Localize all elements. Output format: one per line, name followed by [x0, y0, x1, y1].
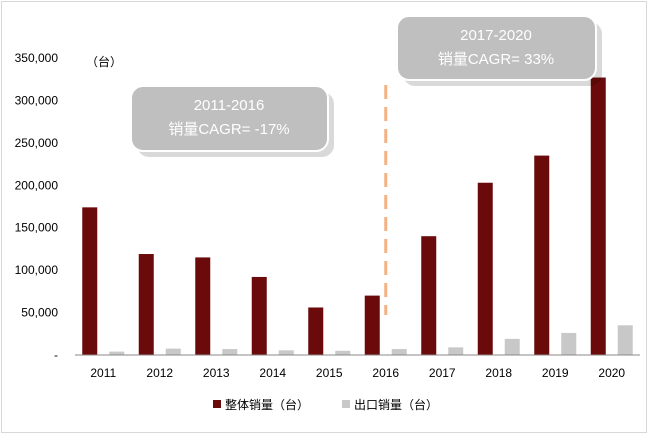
annotation-cagr: 销量CAGR= 33% [438, 51, 554, 68]
bar-total-2014 [251, 276, 267, 355]
legend: 整体销量（台） 出口销量（台） [213, 397, 438, 412]
annotation-box [396, 15, 597, 81]
annotation-2011-2016: 2011-2016 销量CAGR= -17% [130, 85, 334, 157]
y-tick-label: 350,000 [15, 51, 59, 65]
bar-export-2014 [278, 350, 294, 355]
legend-label-total: 整体销量（台） [225, 397, 309, 412]
x-tick-label: 2014 [259, 366, 286, 380]
bar-export-2016 [391, 349, 407, 355]
legend-swatch-export [342, 400, 350, 408]
legend-swatch-total [213, 400, 221, 408]
y-tick-label: 150,000 [15, 221, 59, 235]
x-tick-label: 2020 [598, 366, 625, 380]
annotation-period: 2011-2016 [194, 97, 265, 114]
bar-total-2018 [477, 182, 493, 355]
bar-export-2011 [109, 351, 125, 355]
bar-total-2016 [364, 295, 380, 355]
x-tick-label: 2011 [90, 366, 116, 380]
annotation-cagr: 销量CAGR= -17% [168, 121, 289, 138]
bar-export-2018 [504, 338, 520, 355]
y-unit-label: （台） [86, 54, 122, 69]
x-tick-label: 2016 [372, 366, 399, 380]
y-tick-label: - [54, 348, 58, 362]
bar-export-2013 [222, 349, 238, 355]
bar-total-2012 [138, 254, 154, 355]
bar-export-2020 [617, 325, 633, 355]
bar-export-2017 [448, 347, 464, 355]
legend-label-export: 出口销量（台） [354, 397, 438, 412]
bar-export-2012 [165, 348, 181, 355]
bars-group [82, 77, 633, 355]
bar-export-2015 [335, 350, 351, 355]
y-tick-label: 200,000 [15, 178, 59, 192]
y-tick-label: 250,000 [15, 136, 59, 150]
x-tick-label: 2015 [316, 366, 343, 380]
x-tick-label: 2017 [429, 366, 456, 380]
x-tick-label: 2013 [203, 366, 230, 380]
bar-total-2015 [308, 307, 324, 355]
annotation-2017-2020: 2017-2020 销量CAGR= 33% [396, 15, 602, 86]
x-axis-labels: 2011 2012 2013 2014 2015 2016 2017 2018 2019 2020 [90, 366, 625, 380]
y-tick-label: 100,000 [15, 263, 59, 277]
y-tick-label: 300,000 [15, 93, 59, 107]
bar-export-2019 [561, 332, 577, 355]
bar-total-2011 [82, 207, 98, 355]
bar-total-2017 [421, 236, 437, 355]
bar-total-2019 [534, 155, 550, 355]
annotation-box [130, 85, 329, 152]
bar-total-2013 [195, 257, 211, 355]
annotation-period: 2017-2020 [460, 27, 532, 44]
bar-total-2020 [590, 77, 606, 355]
x-tick-label: 2012 [146, 366, 173, 380]
x-tick-label: 2019 [542, 366, 569, 380]
y-axis: - 50,000 100,000 150,000 200,000 250,000 300,0… [15, 51, 59, 362]
y-tick-label: 50,000 [21, 306, 58, 320]
x-tick-label: 2018 [485, 366, 512, 380]
